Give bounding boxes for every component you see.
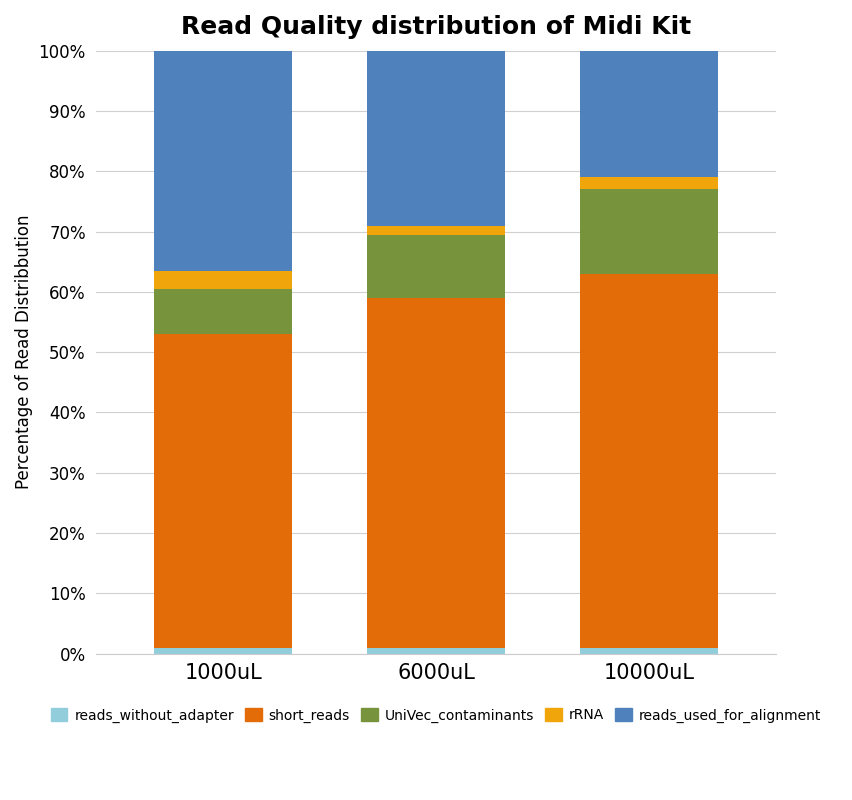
Bar <box>367 234 505 298</box>
Y-axis label: Percentage of Read Distribbution: Percentage of Read Distribbution <box>15 215 33 490</box>
Bar <box>579 648 718 654</box>
Bar <box>367 50 505 226</box>
Bar <box>367 298 505 648</box>
Bar <box>154 50 292 270</box>
Bar <box>579 190 718 274</box>
Bar <box>579 178 718 190</box>
Bar <box>154 270 292 289</box>
Legend: reads_without_adapter, short_reads, UniVec_contaminants, rRNA, reads_used_for_al: reads_without_adapter, short_reads, UniV… <box>45 703 826 728</box>
Bar <box>367 226 505 234</box>
Bar <box>154 289 292 334</box>
Bar <box>367 648 505 654</box>
Bar <box>579 50 718 178</box>
Bar <box>154 648 292 654</box>
Title: Read Quality distribution of Midi Kit: Read Quality distribution of Midi Kit <box>181 15 691 39</box>
Bar <box>579 274 718 648</box>
Bar <box>154 334 292 648</box>
